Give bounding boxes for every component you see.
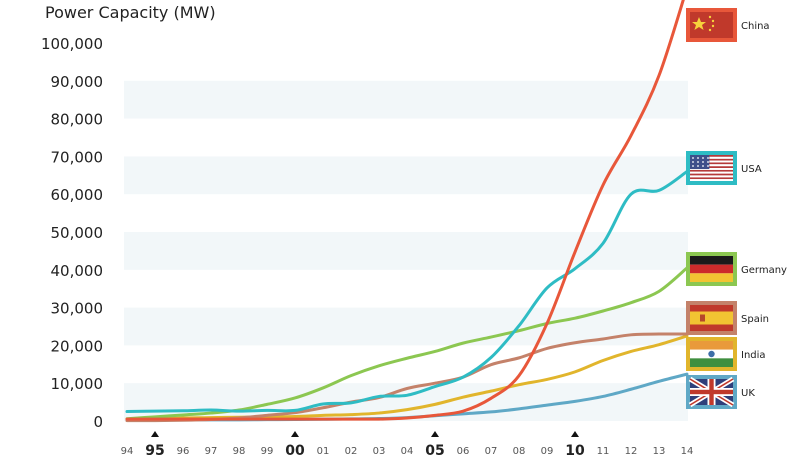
- x-tick-label: 09: [541, 446, 554, 457]
- x-tick-label: 97: [205, 446, 218, 457]
- major-tick-marker: [431, 431, 439, 437]
- x-tick-label: 12: [625, 446, 638, 457]
- grid-band: [124, 156, 688, 195]
- x-tick-label: 98: [233, 446, 246, 457]
- y-tick-label: 20,000: [51, 337, 104, 355]
- x-tick-label: 10: [565, 443, 585, 457]
- series-line-usa: [125, 170, 689, 414]
- legend-label: Germany: [741, 265, 787, 276]
- x-tick-label: 99: [261, 446, 274, 457]
- legend-item-china: China: [686, 8, 770, 42]
- legend-item-spain: Spain: [686, 301, 769, 335]
- series-line-india: [125, 334, 689, 422]
- major-tick-marker: [291, 431, 299, 437]
- legend-label: USA: [741, 164, 762, 175]
- legend-item-usa: USA: [686, 151, 762, 185]
- x-tick-label: 94: [121, 446, 134, 457]
- major-tick-marker: [151, 431, 159, 437]
- legend-item-india: India: [686, 337, 766, 371]
- legend-item-uk: UK: [686, 375, 755, 409]
- y-tick-label: 50,000: [51, 224, 104, 242]
- y-tick-label: 10,000: [51, 375, 104, 393]
- legend: China USA Germany Spain India UK: [686, 8, 787, 409]
- legend-item-germany: Germany: [686, 252, 787, 286]
- x-tick-label: 96: [177, 446, 190, 457]
- germany-flag-icon: [690, 256, 733, 282]
- x-tick-label: 01: [317, 446, 330, 457]
- series-lines: [125, 0, 689, 423]
- spain-flag-icon: [690, 305, 733, 331]
- india-flag-icon: [690, 341, 733, 367]
- x-tick-label: 07: [485, 446, 498, 457]
- x-tick-label: 00: [285, 443, 305, 457]
- x-tick-label: 02: [345, 446, 358, 457]
- x-tick-label: 95: [145, 443, 164, 457]
- china-flag-icon: [690, 12, 733, 38]
- x-tick-label: 06: [457, 446, 470, 457]
- uk-flag-icon: [688, 376, 735, 408]
- legend-label: UK: [741, 388, 755, 399]
- y-tick-label: 80,000: [51, 111, 104, 129]
- x-tick-label: 04: [401, 446, 414, 457]
- y-axis: 0 10,000 20,000 30,000 40,000 50,000 60,000 70,…: [41, 35, 103, 431]
- y-tick-label: 60,000: [51, 186, 104, 204]
- x-tick-label: 05: [425, 443, 444, 457]
- x-tick-label: 13: [653, 446, 666, 457]
- x-tick-label: 03: [373, 446, 386, 457]
- x-tick-label: 11: [597, 446, 610, 457]
- legend-label: India: [741, 350, 766, 361]
- legend-label: Spain: [741, 314, 769, 325]
- legend-label: China: [741, 21, 770, 32]
- series-line-china: [125, 0, 685, 421]
- major-tick-marker: [571, 431, 579, 437]
- y-tick-label: 90,000: [51, 73, 104, 91]
- y-tick-label: 100,000: [41, 35, 103, 53]
- grid-band: [124, 232, 688, 270]
- chart-title: Power Capacity (MW): [45, 3, 216, 22]
- grid-band: [124, 80, 688, 119]
- grid-bands: [124, 80, 688, 421]
- usa-flag-icon: [690, 155, 733, 181]
- y-tick-label: 0: [93, 413, 103, 431]
- y-tick-label: 70,000: [51, 148, 104, 166]
- x-axis: 94 95 96 97 98 99 00 01 02 03 04 05 06 07 08 09 10 11 12 13…: [121, 431, 694, 457]
- y-tick-label: 40,000: [51, 262, 104, 280]
- x-tick-label: 08: [513, 446, 526, 457]
- y-tick-label: 30,000: [51, 300, 104, 318]
- series-line-germany: [125, 266, 689, 421]
- x-tick-label: 14: [681, 446, 694, 457]
